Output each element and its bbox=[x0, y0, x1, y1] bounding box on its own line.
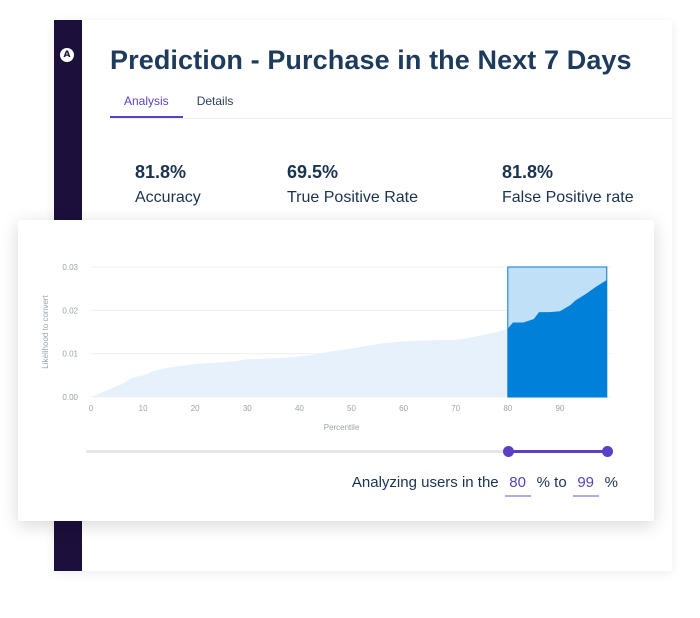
x-tick-label: 50 bbox=[347, 404, 356, 413]
metric-label: True Positive Rate bbox=[287, 189, 419, 206]
y-tick-label: 0.03 bbox=[62, 263, 78, 272]
x-tick-label: 20 bbox=[191, 404, 200, 413]
tab-divider bbox=[110, 118, 672, 119]
likelihood-chart: 0.00 0.01 0.02 0.03 0 10 20 30 40 50 60 70 80 90 Perce… bbox=[41, 263, 612, 432]
metric-value: 69.5% bbox=[287, 162, 339, 182]
page-title: Prediction - Purchase in the Next 7 Days bbox=[110, 45, 632, 75]
slider-handle-to[interactable] bbox=[601, 446, 613, 457]
x-tick-label: 0 bbox=[89, 404, 94, 413]
x-tick-label: 40 bbox=[295, 404, 304, 413]
x-tick-label: 60 bbox=[399, 404, 408, 413]
tab-details[interactable]: Details bbox=[196, 94, 234, 108]
range-selection-text: Analyzing users in the 80 % to 99 % bbox=[352, 474, 618, 497]
metric-accuracy: 81.8% Accuracy bbox=[135, 162, 201, 207]
y-tick-label: 0.02 bbox=[62, 306, 78, 315]
selected-area bbox=[507, 280, 607, 397]
range-prefix: Analyzing users in the bbox=[351, 474, 499, 491]
percentile-range-slider[interactable] bbox=[86, 446, 613, 457]
range-suffix: % bbox=[604, 474, 618, 491]
x-tick-label: 70 bbox=[451, 404, 460, 413]
range-to-input[interactable]: 99 bbox=[572, 474, 599, 497]
range-from-input[interactable]: 80 bbox=[504, 474, 531, 497]
x-axis-label: Percentile bbox=[324, 423, 360, 432]
x-tick-label: 30 bbox=[243, 404, 252, 413]
y-axis-label: Likelihood to convert bbox=[41, 295, 50, 369]
y-tick-label: 0.00 bbox=[62, 393, 78, 402]
x-tick-label: 90 bbox=[555, 404, 564, 413]
x-tick-label: 10 bbox=[139, 404, 148, 413]
x-tick-label: 80 bbox=[503, 404, 512, 413]
y-tick-label: 0.01 bbox=[62, 350, 78, 359]
metric-label: Accuracy bbox=[135, 189, 201, 206]
metric-label: False Positive rate bbox=[502, 189, 634, 206]
tab-analysis[interactable]: Analysis bbox=[110, 94, 183, 118]
metric-value: 81.8% bbox=[135, 162, 187, 182]
slider-selected-range bbox=[507, 450, 607, 453]
chart-card: 0.00 0.01 0.02 0.03 0 10 20 30 40 50 60 70 80 90 Perce… bbox=[18, 220, 654, 521]
metric-value: 81.8% bbox=[502, 162, 554, 182]
slider-handle-from[interactable] bbox=[502, 446, 514, 457]
metric-false-positive-rate: 81.8% False Positive rate bbox=[502, 162, 634, 207]
amplitude-logo-icon[interactable]: A bbox=[60, 48, 74, 62]
metric-true-positive-rate: 69.5% True Positive Rate bbox=[287, 162, 418, 207]
tab-bar: Analysis Details bbox=[110, 94, 247, 118]
range-middle: % to bbox=[536, 474, 567, 491]
likelihood-area bbox=[91, 280, 607, 397]
